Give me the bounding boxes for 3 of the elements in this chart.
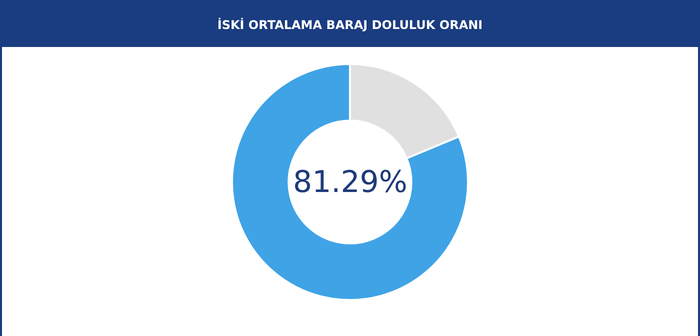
chart-title: İSKİ ORTALAMA BARAJ DOLULUK ORANI (2, 2, 698, 47)
donut-slice (231, 63, 469, 301)
data-label: 81.29% (293, 165, 408, 200)
